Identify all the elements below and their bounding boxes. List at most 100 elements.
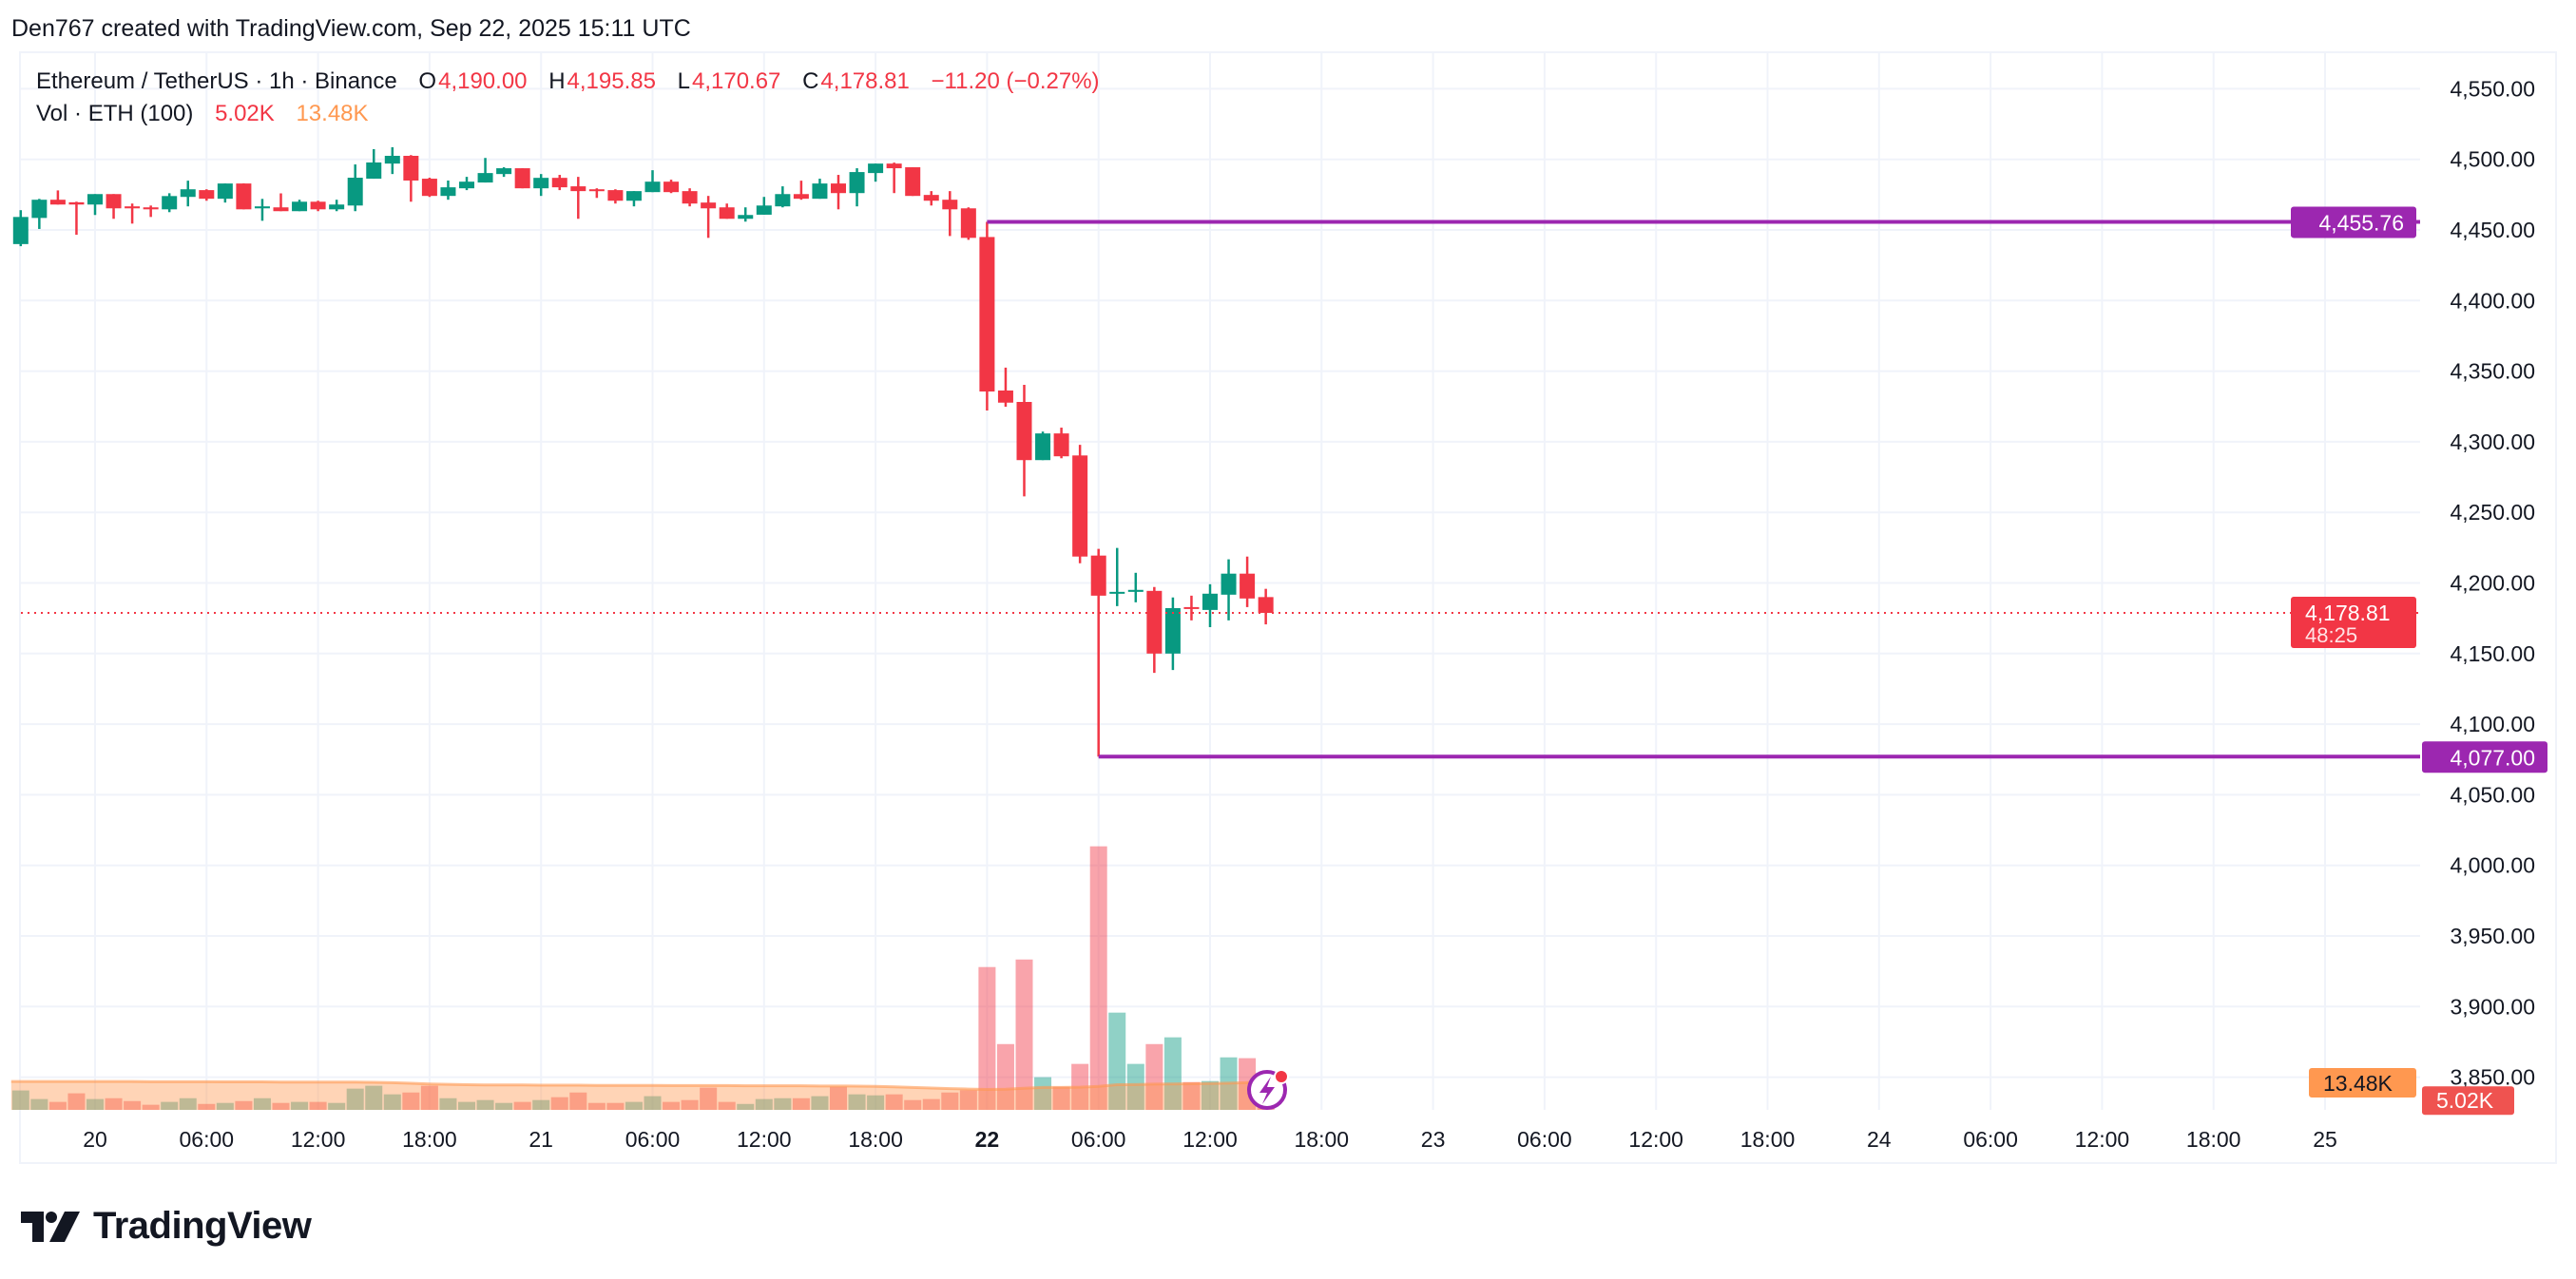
- x-tick-label: 06:00: [180, 1127, 235, 1152]
- volume-bar: [644, 1096, 662, 1110]
- volume-last-label-bg: [2422, 1086, 2514, 1116]
- volume-bar: [1145, 1043, 1163, 1110]
- candle-body: [960, 208, 976, 239]
- lightning-icon[interactable]: [1247, 1069, 1289, 1110]
- candle: [663, 180, 680, 194]
- level-price-label-bg: [2422, 741, 2547, 773]
- volume-bar: [941, 1092, 959, 1110]
- volume-bar: [922, 1098, 940, 1110]
- candle-body: [162, 196, 178, 210]
- candle: [1090, 548, 1106, 757]
- candle-body: [384, 155, 400, 164]
- y-tick-label: 4,550.00: [2450, 76, 2535, 101]
- volume-bar: [681, 1099, 699, 1110]
- notification-dot: [1274, 1069, 1289, 1084]
- volume-ma-value: 13.48K: [296, 101, 369, 126]
- y-tick-label: 4,000.00: [2450, 853, 2535, 878]
- candle-body: [607, 190, 624, 201]
- volume-bar: [848, 1094, 866, 1110]
- volume-bar: [365, 1085, 383, 1110]
- volume-bar: [755, 1098, 773, 1110]
- candle-body: [1016, 401, 1032, 461]
- attribution-text: Den767 created with TradingView.com, Sep…: [11, 15, 691, 42]
- candle: [775, 186, 791, 208]
- candle: [477, 158, 493, 183]
- x-tick-label: 12:00: [737, 1127, 792, 1152]
- candle: [421, 178, 437, 198]
- candle-body: [217, 183, 233, 200]
- x-tick-label: 06:00: [1963, 1127, 2018, 1152]
- candle-body: [831, 183, 846, 194]
- candle-body: [514, 168, 530, 189]
- symbol-name[interactable]: Ethereum / TetherUS · 1h · Binance: [36, 68, 397, 94]
- volume-bar: [700, 1087, 718, 1110]
- candle: [960, 207, 976, 240]
- volume-bar: [811, 1096, 829, 1110]
- candle-body: [273, 207, 289, 212]
- volume-label[interactable]: Vol · ETH (100): [36, 101, 194, 126]
- candle: [310, 200, 326, 212]
- candle: [180, 181, 196, 207]
- candle: [292, 200, 308, 212]
- candle-body: [663, 181, 680, 193]
- x-tick-label: 06:00: [1517, 1127, 1572, 1152]
- candle-body: [31, 200, 48, 219]
- candle-body: [942, 200, 958, 210]
- candle: [68, 201, 85, 236]
- y-tick-label: 4,050.00: [2450, 782, 2535, 807]
- candle: [812, 179, 828, 200]
- volume-bar: [309, 1101, 327, 1110]
- open-value: 4,190.00: [438, 68, 528, 94]
- tradingview-logo-text: TradingView: [93, 1205, 312, 1247]
- volume-bar: [1034, 1077, 1052, 1110]
- candle: [923, 191, 939, 206]
- volume-bar: [885, 1094, 903, 1110]
- high-value: 4,195.85: [567, 68, 656, 94]
- candle-body: [1072, 455, 1088, 557]
- candle-body: [496, 168, 512, 175]
- candle: [533, 174, 549, 197]
- tradingview-logo[interactable]: TradingView: [21, 1205, 312, 1248]
- volume-bar: [11, 1090, 29, 1110]
- candle-body: [125, 206, 141, 209]
- candle: [87, 194, 103, 216]
- volume-bar: [161, 1101, 179, 1110]
- volume-bar: [1126, 1063, 1144, 1110]
- candle-body: [923, 195, 939, 201]
- volume-bar: [216, 1102, 234, 1110]
- y-tick-label: 4,100.00: [2450, 712, 2535, 736]
- candle-body: [310, 201, 326, 210]
- candle-body: [1053, 433, 1069, 457]
- x-tick-label: 18:00: [402, 1127, 457, 1152]
- candle-body: [1035, 433, 1051, 461]
- volume-ma-line: [10, 1079, 1266, 1092]
- candle: [347, 164, 363, 212]
- close-value: 4,178.81: [820, 68, 910, 94]
- y-tick-label: 4,200.00: [2450, 571, 2535, 596]
- candle-body: [292, 201, 308, 212]
- candle: [868, 163, 884, 182]
- candle: [1258, 588, 1274, 625]
- candle: [254, 199, 270, 221]
- candle: [143, 205, 159, 218]
- candle-body: [477, 173, 493, 183]
- last-price-label-bg: [2291, 596, 2416, 648]
- candle-body: [775, 194, 791, 207]
- x-tick-label: 22: [975, 1127, 1000, 1152]
- candle: [1146, 586, 1163, 674]
- level-price-label: 4,455.76: [2318, 210, 2404, 235]
- volume-bar: [291, 1101, 309, 1110]
- volume-last-label: 5.02K: [2436, 1088, 2494, 1113]
- volume-bar: [959, 1090, 977, 1110]
- x-tick-label: 12:00: [1182, 1127, 1238, 1152]
- candle: [12, 210, 29, 247]
- candle-body: [1240, 573, 1256, 599]
- x-tick-label: 18:00: [1740, 1127, 1796, 1152]
- volume-bar: [1052, 1086, 1070, 1110]
- x-tick-label: 12:00: [1628, 1127, 1683, 1152]
- volume-bar: [67, 1093, 86, 1110]
- candle-body: [347, 178, 363, 206]
- y-tick-label: 4,500.00: [2450, 147, 2535, 172]
- candle: [1240, 556, 1256, 607]
